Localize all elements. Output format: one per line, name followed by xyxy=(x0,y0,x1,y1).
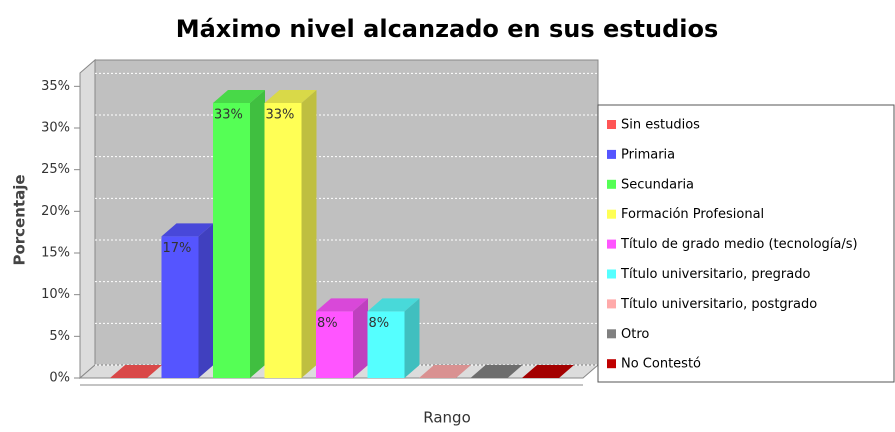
legend xyxy=(597,104,895,383)
bar xyxy=(264,103,302,378)
legend-label: Primaria xyxy=(621,147,675,162)
legend-label: Secundaria xyxy=(621,177,694,192)
y-tick-label: 5% xyxy=(49,329,70,344)
legend-swatch xyxy=(607,299,616,309)
legend-swatch xyxy=(607,209,616,219)
y-tick-label: 15% xyxy=(41,246,70,261)
bar-side xyxy=(198,223,214,378)
y-tick-label: 0% xyxy=(49,371,70,386)
bar xyxy=(316,311,353,378)
bar-top xyxy=(522,365,574,378)
legend-label: Título de grado medio (tecnología/s) xyxy=(620,237,858,252)
bar-side xyxy=(250,90,265,378)
bar xyxy=(213,103,250,378)
x-axis-label: Rango xyxy=(423,409,471,427)
left-wall xyxy=(79,58,96,380)
bar-top xyxy=(316,298,368,312)
bar xyxy=(367,311,405,378)
bar-top xyxy=(367,298,420,312)
legend-swatch xyxy=(607,269,616,279)
data-label: 8% xyxy=(369,316,390,331)
legend-label: Título universitario, postgrado xyxy=(620,297,817,312)
legend-swatch xyxy=(607,120,616,129)
data-label: 33% xyxy=(214,108,243,123)
legend-swatch xyxy=(607,359,616,369)
bar-top xyxy=(161,223,214,237)
y-tick-label: 25% xyxy=(41,162,70,177)
legend-label: Formación Profesional xyxy=(621,207,764,222)
y-tick-label: 30% xyxy=(41,121,70,136)
legend-swatch xyxy=(607,179,616,189)
y-tick-label: 35% xyxy=(41,79,70,94)
bar-top xyxy=(470,365,523,378)
bar-side xyxy=(353,298,368,378)
bar-top xyxy=(110,365,162,378)
legend-label: Sin estudios xyxy=(621,118,700,133)
chart-title: Máximo nivel alcanzado en sus estudios xyxy=(176,15,719,43)
bar-top xyxy=(264,90,317,103)
y-tick-label: 20% xyxy=(41,204,70,219)
legend-label: No Contestó xyxy=(621,357,701,372)
data-label: 17% xyxy=(163,241,192,256)
legend-swatch xyxy=(607,329,616,339)
bar-top xyxy=(213,90,265,103)
legend-swatch xyxy=(607,149,616,159)
bar-top xyxy=(419,365,471,378)
bar-side xyxy=(404,298,420,378)
data-label: 33% xyxy=(266,108,295,123)
y-axis-label: Porcentaje xyxy=(11,174,29,265)
bar-side xyxy=(301,90,317,378)
legend-label: Título universitario, pregrado xyxy=(620,267,810,282)
y-tick-label: 10% xyxy=(41,287,70,302)
legend-label: Otro xyxy=(621,327,649,342)
legend-swatch xyxy=(607,239,616,249)
bar xyxy=(161,236,199,378)
data-label: 8% xyxy=(317,316,338,331)
